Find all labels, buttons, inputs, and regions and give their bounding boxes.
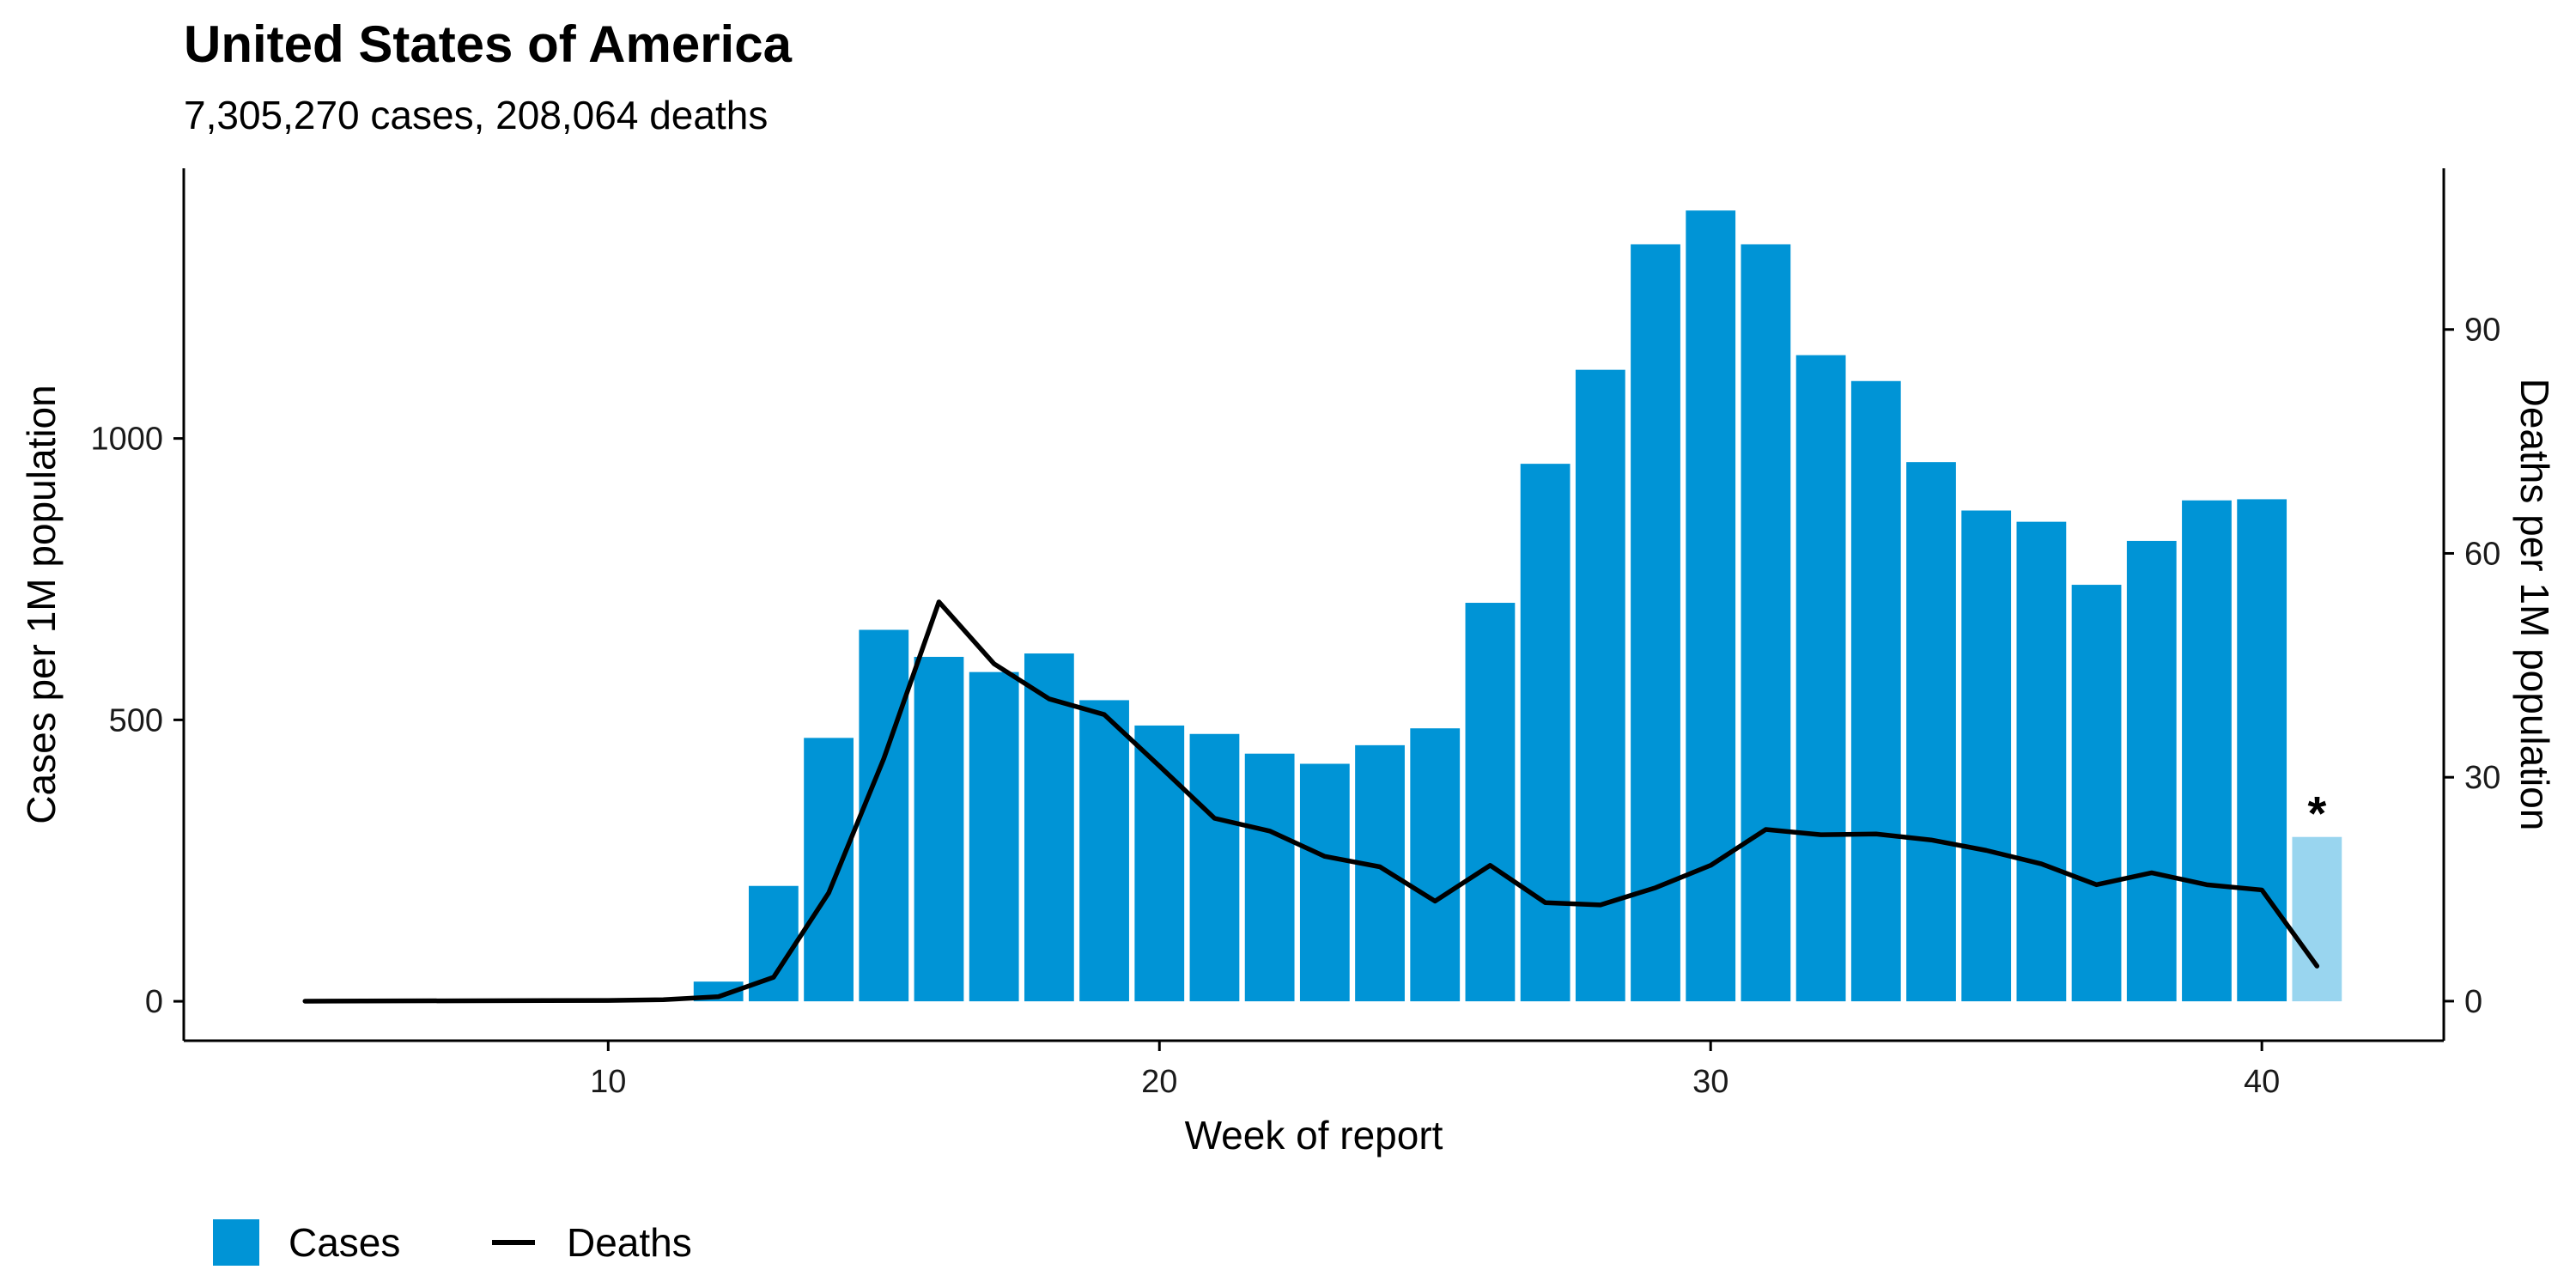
bar-cases: [1961, 510, 2012, 1002]
bar-cases: [1134, 725, 1185, 1002]
chart-subtitle: 7,305,270 cases, 208,064 deaths: [184, 93, 768, 137]
bar-cases: [1795, 355, 1846, 1002]
x-axis-title: Week of report: [1185, 1113, 1443, 1157]
x-tick-label: 40: [2244, 1064, 2280, 1100]
bar-cases: [1355, 744, 1405, 1002]
bar-cases: [2237, 499, 2287, 1002]
bar-cases: [1465, 603, 1516, 1002]
bar-cases: [2126, 540, 2177, 1002]
bar-cases: [1299, 763, 1350, 1002]
bar-cases: [1631, 244, 1680, 1002]
bar-cases: [2071, 585, 2122, 1002]
bar-cases: [1575, 369, 1625, 1002]
legend: Cases Deaths: [213, 1219, 692, 1266]
chart-title: United States of America: [184, 15, 793, 73]
bar-cases: [1741, 244, 1791, 1002]
y-tick-label: 500: [109, 702, 163, 738]
y2-tick-label: 0: [2464, 984, 2482, 1020]
bar-cases: [804, 738, 854, 1002]
y-axis-title: Cases per 1M population: [19, 385, 64, 823]
bar-cases: [1686, 210, 1736, 1002]
bar-cases: [1410, 728, 1461, 1002]
bar-cases: [1244, 753, 1295, 1002]
y2-tick-label: 60: [2464, 536, 2500, 572]
axes-layer: 10 20 30 40 0 500 1000 0 30 60 90: [90, 168, 2500, 1100]
bar-cases: [859, 629, 909, 1002]
y2-tick-label: 30: [2464, 760, 2500, 796]
bar-cases: [1024, 653, 1074, 1002]
y2-axis-title: Deaths per 1M population: [2512, 379, 2557, 831]
bar-cases: [1520, 464, 1571, 1002]
deaths-line: [302, 599, 2320, 1004]
legend-deaths-label: Deaths: [567, 1220, 692, 1265]
incomplete-marker: *: [2307, 787, 2326, 841]
y2-tick-label: 90: [2464, 313, 2500, 349]
bar-cases: [914, 656, 964, 1002]
bar-cases: [2016, 521, 2067, 1002]
bar-cases: [1079, 700, 1129, 1002]
x-tick-label: 30: [1692, 1064, 1728, 1100]
bars-layer: *: [693, 210, 2342, 1002]
x-tick-label: 10: [590, 1064, 626, 1100]
y-tick-label: 1000: [90, 422, 163, 458]
bar-cases: [1850, 380, 1901, 1002]
bar-cases-incomplete: [2292, 836, 2342, 1002]
bar-cases: [2182, 500, 2232, 1002]
bar-cases: [1906, 462, 1956, 1002]
deaths-line-layer: [302, 599, 2320, 1004]
legend-cases-swatch: [213, 1219, 259, 1266]
legend-cases-label: Cases: [289, 1220, 400, 1265]
bar-cases: [969, 671, 1019, 1002]
bar-cases: [1189, 733, 1240, 1002]
y-tick-label: 0: [145, 984, 163, 1020]
x-tick-label: 20: [1141, 1064, 1177, 1100]
